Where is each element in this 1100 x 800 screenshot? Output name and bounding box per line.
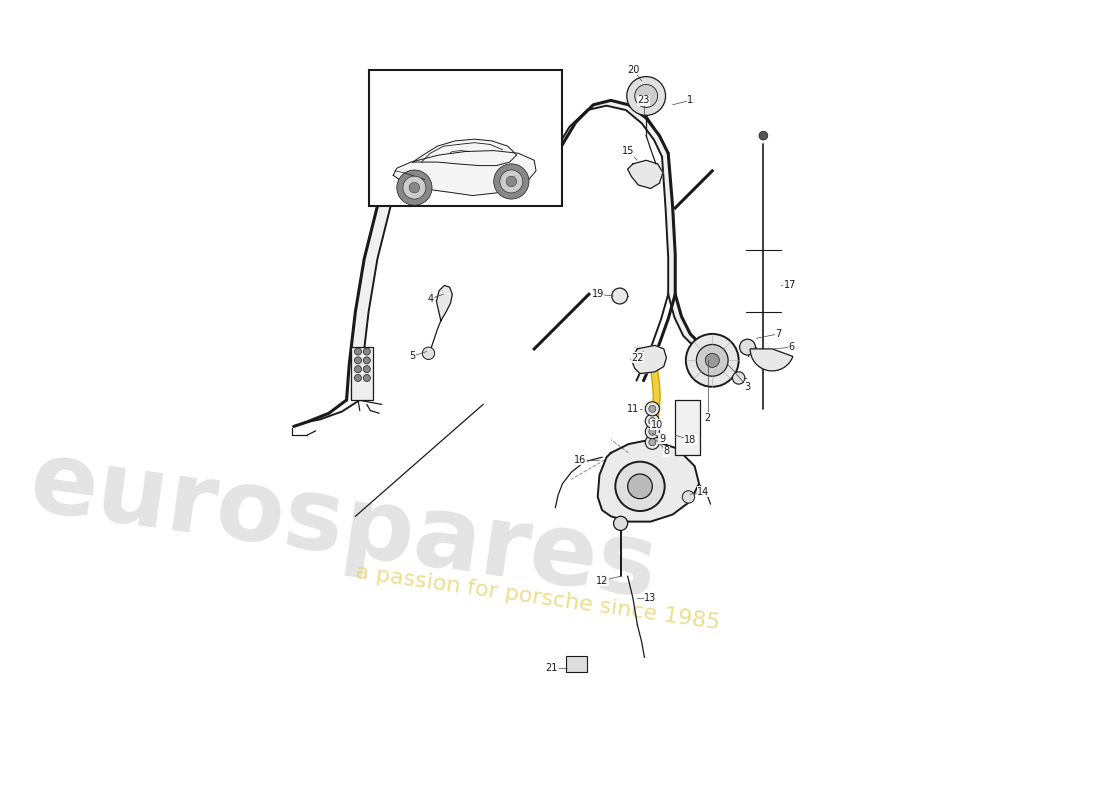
Text: a passion for porsche since 1985: a passion for porsche since 1985 — [354, 562, 722, 633]
FancyBboxPatch shape — [675, 400, 700, 454]
Circle shape — [646, 435, 659, 450]
Circle shape — [635, 85, 658, 107]
Circle shape — [649, 428, 656, 435]
Circle shape — [614, 516, 628, 530]
Circle shape — [615, 462, 664, 511]
Circle shape — [685, 334, 739, 386]
Circle shape — [363, 374, 371, 382]
Circle shape — [612, 288, 628, 304]
Text: 21: 21 — [546, 663, 558, 673]
Text: 16: 16 — [574, 455, 586, 465]
Polygon shape — [662, 154, 675, 294]
Text: 3: 3 — [745, 382, 750, 392]
Polygon shape — [631, 346, 667, 374]
Circle shape — [705, 354, 719, 367]
Text: 17: 17 — [783, 281, 796, 290]
Circle shape — [696, 345, 728, 376]
Circle shape — [759, 131, 768, 140]
Circle shape — [649, 406, 656, 412]
Text: 6: 6 — [789, 342, 794, 352]
Circle shape — [646, 414, 659, 428]
Text: 8: 8 — [663, 446, 670, 456]
Circle shape — [363, 366, 371, 373]
Text: 14: 14 — [697, 486, 710, 497]
Circle shape — [354, 357, 362, 364]
Circle shape — [649, 438, 656, 446]
Text: 4: 4 — [427, 294, 433, 304]
Polygon shape — [668, 294, 713, 350]
Text: 18: 18 — [684, 434, 696, 445]
Circle shape — [363, 357, 371, 364]
FancyBboxPatch shape — [368, 70, 562, 206]
Circle shape — [363, 348, 371, 355]
Circle shape — [682, 490, 694, 503]
Text: 20: 20 — [627, 65, 639, 74]
Text: 2: 2 — [705, 413, 711, 422]
Polygon shape — [377, 78, 562, 206]
Circle shape — [354, 366, 362, 373]
Text: 9: 9 — [659, 434, 666, 444]
Circle shape — [506, 176, 517, 186]
Text: 7: 7 — [776, 329, 781, 339]
Text: 13: 13 — [645, 594, 657, 603]
Wedge shape — [750, 349, 793, 371]
FancyBboxPatch shape — [351, 347, 373, 400]
Text: 15: 15 — [623, 146, 635, 157]
Circle shape — [397, 170, 432, 206]
Circle shape — [739, 339, 756, 355]
Circle shape — [628, 474, 652, 498]
Polygon shape — [412, 139, 517, 166]
Text: 1: 1 — [688, 95, 693, 106]
Circle shape — [494, 164, 529, 199]
Text: 11: 11 — [627, 404, 639, 414]
Polygon shape — [437, 286, 452, 321]
Polygon shape — [557, 100, 668, 157]
Circle shape — [403, 176, 426, 199]
Circle shape — [354, 374, 362, 382]
Circle shape — [733, 372, 745, 384]
Circle shape — [422, 347, 435, 359]
Circle shape — [499, 170, 522, 193]
Circle shape — [646, 425, 659, 438]
Circle shape — [354, 348, 362, 355]
Polygon shape — [346, 206, 390, 400]
Polygon shape — [597, 440, 698, 522]
Text: 5: 5 — [409, 351, 416, 361]
Text: 12: 12 — [596, 576, 608, 586]
Text: 10: 10 — [650, 420, 663, 430]
Circle shape — [409, 182, 420, 193]
Text: 22: 22 — [631, 353, 644, 362]
Polygon shape — [394, 150, 536, 195]
Text: 23: 23 — [637, 95, 650, 106]
Circle shape — [646, 402, 659, 416]
Circle shape — [649, 418, 656, 425]
Circle shape — [627, 77, 666, 115]
Text: eurospares: eurospares — [24, 435, 663, 619]
FancyBboxPatch shape — [566, 657, 587, 672]
Polygon shape — [628, 160, 663, 189]
Text: 19: 19 — [592, 290, 604, 299]
